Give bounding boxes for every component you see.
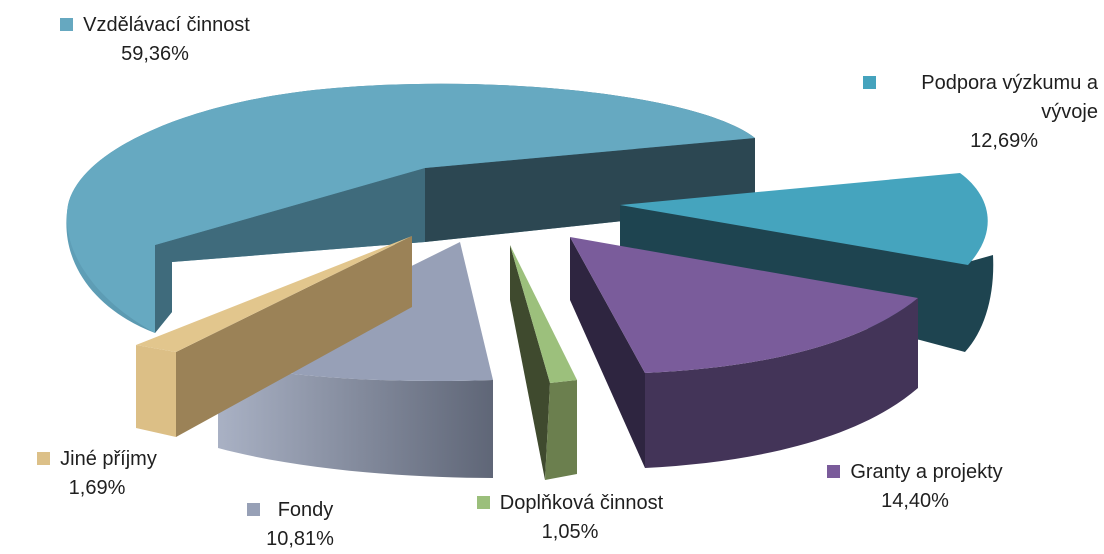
legend-swatch-icon <box>246 503 260 516</box>
slice-granty-projekty-side-left <box>570 237 645 468</box>
label-podpora-vyzkumu-name: Podpora výzkumu a vývoje <box>921 72 1098 123</box>
label-doplnkova-cinnost-name: Doplňková činnost <box>499 492 664 514</box>
slice-podpora-vyzkumu-top <box>620 173 988 265</box>
slice-granty-projekty-top <box>570 237 918 373</box>
slice-jine-prijmy-inner-side <box>176 236 412 437</box>
label-doplnkova-cinnost-value: 1,05% <box>541 521 599 543</box>
label-vzdelavaci-cinnost-value: 59,36% <box>121 43 189 65</box>
label-vzdelavaci-cinnost-name: Vzdělávací činnost <box>83 14 250 36</box>
label-jine-prijmy: Jiné příjmy 1,69% <box>2 445 192 503</box>
slice-vzdelavaci-cinnost-top <box>66 83 756 333</box>
legend-swatch-icon <box>37 452 51 465</box>
slice-vzdelavaci-cinnost <box>66 83 756 334</box>
slice-fondy-side <box>218 362 493 478</box>
slice-doplnkova-cinnost-top <box>510 245 577 383</box>
label-fondy: Fondy 10,81% <box>210 496 370 554</box>
label-fondy-name: Fondy <box>277 499 334 521</box>
label-granty-projekty: Granty a projekty 14,40% <box>790 458 1040 516</box>
label-podpora-vyzkumu: Podpora výzkumu a vývoje 12,69% <box>858 69 1098 156</box>
label-podpora-vyzkumu-value: 12,69% <box>970 130 1038 152</box>
slice-jine-prijmy-top <box>136 236 412 352</box>
slice-vzdelavaci-cinnost-inner-wall-b <box>425 138 755 242</box>
slice-jine-prijmy <box>136 236 412 437</box>
legend-swatch-icon <box>476 496 490 509</box>
label-granty-projekty-value: 14,40% <box>881 490 949 512</box>
label-doplnkova-cinnost: Doplňková činnost 1,05% <box>445 489 695 547</box>
label-vzdelavaci-cinnost: Vzdělávací činnost 59,36% <box>30 11 280 69</box>
slice-jine-prijmy-side <box>136 345 176 437</box>
legend-swatch-icon <box>827 465 841 478</box>
slice-vzdelavaci-cinnost-inner-wall-a <box>155 168 425 333</box>
legend-swatch-icon <box>60 18 74 31</box>
label-granty-projekty-name: Granty a projekty <box>850 461 1003 483</box>
legend-swatch-icon <box>863 76 876 89</box>
label-jine-prijmy-value: 1,69% <box>68 477 126 499</box>
slice-doplnkova-cinnost <box>510 245 577 480</box>
slice-doplnkova-cinnost-side-left <box>510 245 550 480</box>
slice-granty-projekty-side-front <box>645 298 918 468</box>
slice-granty-projekty <box>570 237 918 468</box>
label-jine-prijmy-name: Jiné příjmy <box>60 448 157 470</box>
label-fondy-value: 10,81% <box>266 528 334 550</box>
slice-doplnkova-cinnost-side-front <box>545 380 577 480</box>
